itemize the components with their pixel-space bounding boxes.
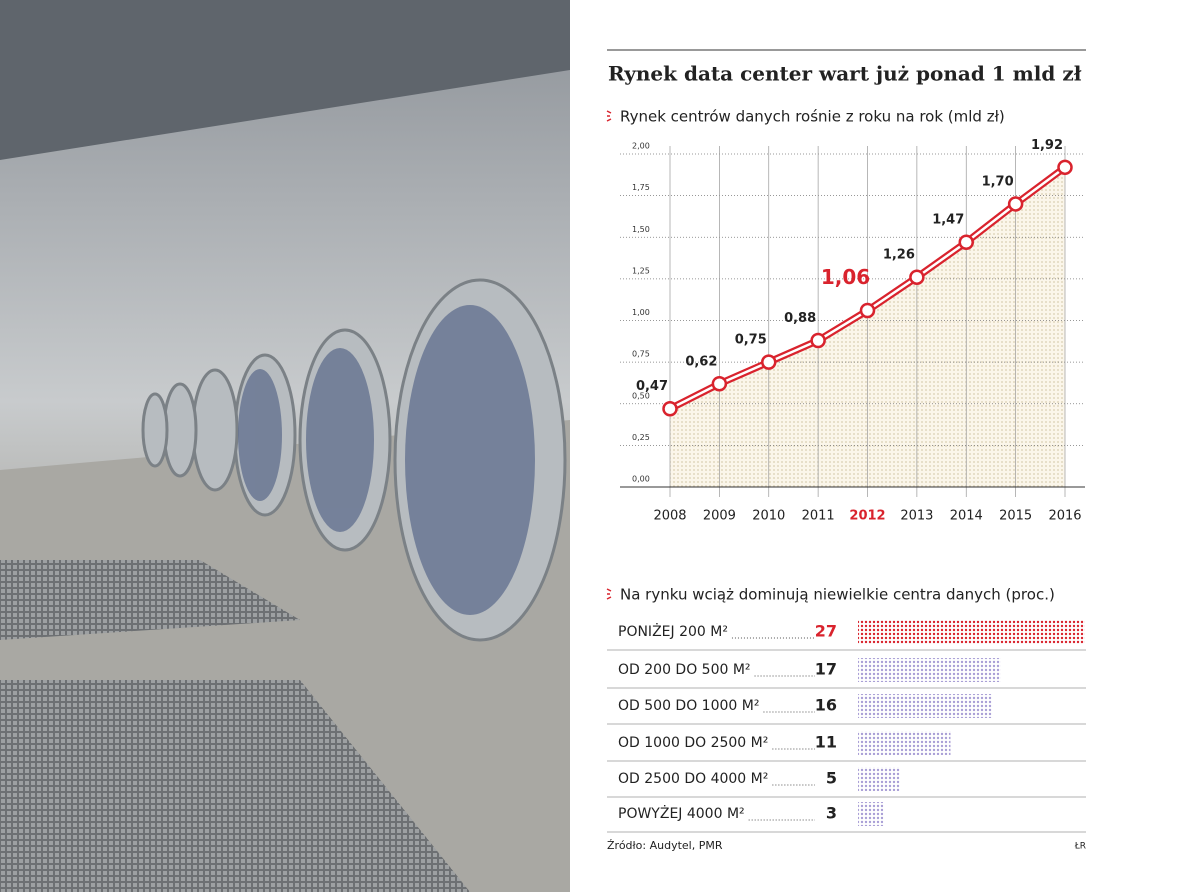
x-tick-label: 2012: [849, 509, 885, 524]
bar: [858, 620, 1085, 644]
category-label: POWYŻEJ 4000 M²: [618, 804, 745, 822]
y-tick-label: 0,00: [632, 475, 650, 484]
chart-title: Na rynku wciąż dominują niewielkie centr…: [620, 586, 1055, 604]
x-tick-label: 2010: [752, 509, 785, 524]
point: [761, 354, 777, 370]
category-label: OD 200 DO 500 M²: [618, 662, 751, 678]
category-label: OD 500 DO 1000 M²: [618, 698, 759, 714]
x-tick-label: 2013: [900, 509, 933, 524]
x-tick-label: 2015: [999, 509, 1032, 524]
y-tick-label: 1,50: [632, 225, 650, 234]
point: [859, 302, 876, 319]
x-tick-label: 2008: [653, 509, 686, 524]
point: [662, 400, 678, 417]
bar: [858, 802, 884, 826]
point: [711, 376, 728, 392]
value-label: 11: [815, 733, 837, 752]
point: [810, 332, 826, 349]
point: [1007, 196, 1024, 212]
page-title: Rynek data center wart już ponad 1 mld z…: [608, 62, 1082, 86]
source: Źródło: Audytel, PMR: [607, 839, 723, 852]
x-tick-label: 2011: [802, 509, 835, 524]
value-label: 1,47: [932, 213, 964, 228]
credit: ŁR: [1074, 842, 1086, 852]
value-label: 0,75: [735, 333, 767, 348]
x-tick-label: 2009: [703, 509, 736, 524]
y-tick-label: 2,00: [632, 142, 650, 151]
value-label: 27: [815, 622, 837, 641]
y-tick-label: 0,75: [632, 350, 650, 359]
value-label: 5: [826, 769, 837, 788]
value-label: 17: [815, 660, 837, 679]
point: [958, 234, 974, 250]
bar: [858, 694, 993, 718]
photo: [0, 0, 570, 892]
value-label: 0,47: [636, 379, 668, 394]
y-tick-label: 1,00: [632, 308, 650, 317]
x-tick-label: 2016: [1048, 509, 1081, 524]
x-tick-label: 2014: [950, 509, 983, 524]
y-tick-label: 0,50: [632, 391, 650, 400]
value-label: 1,92: [1031, 138, 1063, 153]
value-label: 0,62: [685, 354, 717, 369]
bar: [858, 658, 1001, 682]
point: [1057, 159, 1073, 176]
category-label: OD 2500 DO 4000 M²: [618, 771, 768, 787]
y-tick-label: 1,25: [632, 266, 650, 275]
bullet: [606, 110, 612, 122]
y-tick-label: 1,75: [632, 183, 650, 192]
bar: [858, 731, 951, 755]
y-tick-label: 0,25: [632, 433, 650, 442]
chart-title: Rynek centrów danych rośnie z roku na ro…: [620, 108, 1005, 126]
bar: [858, 767, 901, 791]
bullet: [606, 588, 612, 600]
category-label: OD 1000 DO 2500 M²: [618, 735, 768, 751]
value-label: 1,06: [821, 265, 870, 289]
point: [909, 269, 925, 285]
value-label: 16: [815, 696, 837, 715]
value-label: 3: [826, 804, 837, 823]
value-label: 1,70: [982, 174, 1014, 189]
value-label: 1,26: [883, 248, 915, 263]
value-label: 0,88: [784, 311, 816, 326]
category-label: PONIŻEJ 200 M²: [618, 622, 728, 640]
